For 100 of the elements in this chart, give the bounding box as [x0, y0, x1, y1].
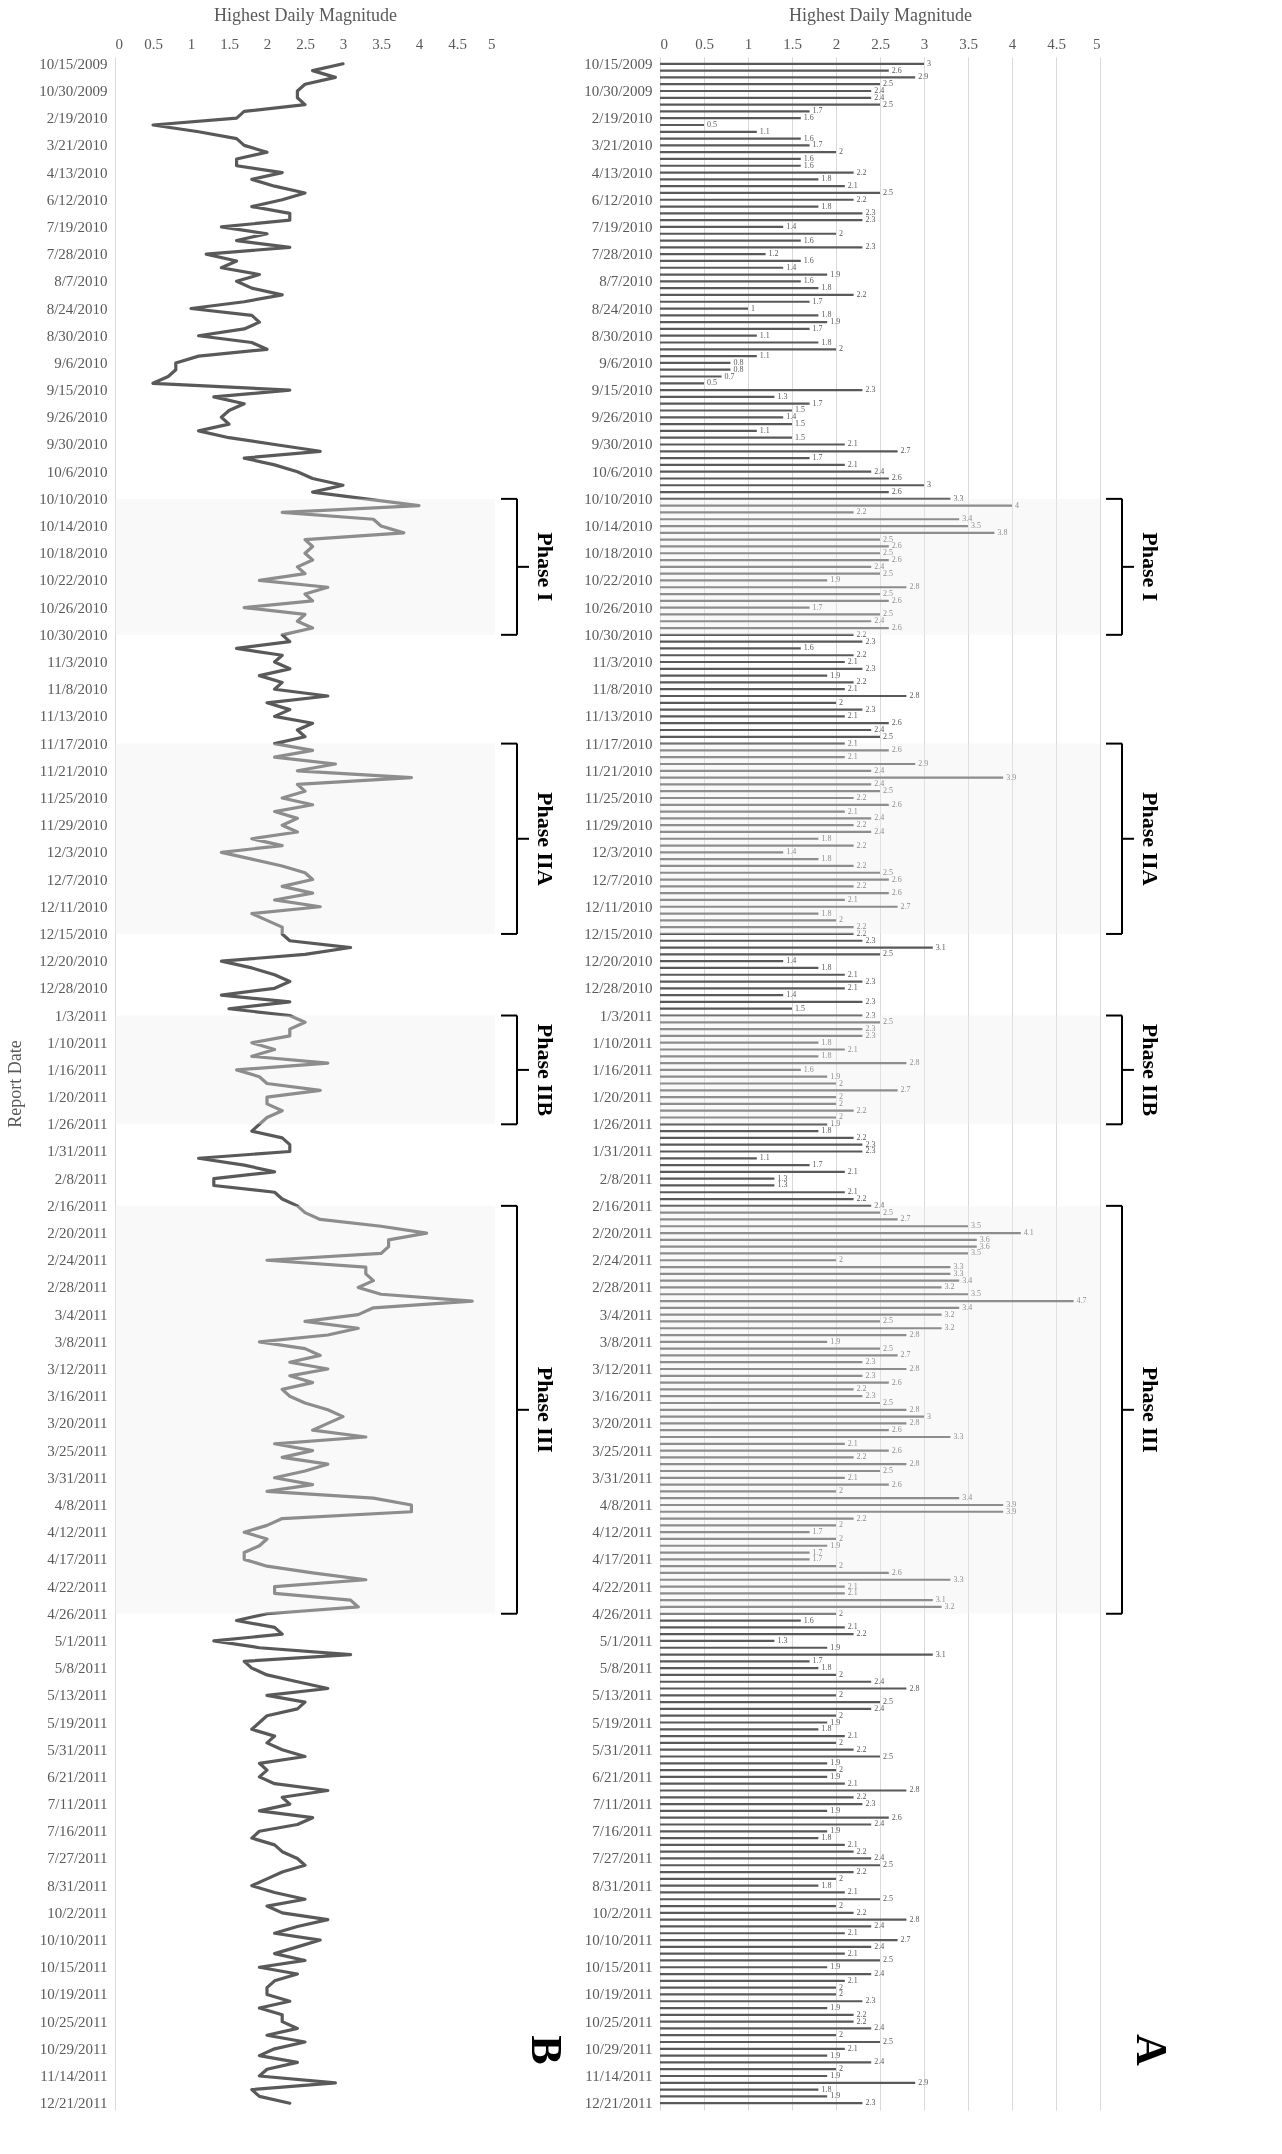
bar — [660, 2040, 880, 2044]
data-label: 2.8 — [909, 1914, 920, 1924]
data-label: 2.3 — [865, 1146, 876, 1156]
data-label: 2.6 — [891, 473, 902, 483]
bar — [660, 1619, 801, 1622]
bar — [660, 1633, 854, 1636]
data-label: 2.2 — [856, 1907, 867, 1917]
y-tick-label: 11/8/2010 — [47, 681, 108, 698]
y-tick-label: 1/16/2011 — [47, 1061, 108, 1078]
y-tick-label: 10/29/2011 — [584, 2040, 653, 2057]
data-label: 2.4 — [874, 1969, 885, 1979]
bar — [660, 416, 784, 419]
bar — [660, 640, 863, 643]
bar — [660, 1857, 872, 1860]
data-label: 1.4 — [786, 956, 797, 966]
data-label: 1.9 — [830, 1962, 841, 1972]
bar — [660, 490, 889, 494]
bar — [660, 1456, 854, 1459]
data-label: 2.4 — [874, 561, 885, 571]
data-label: 1.4 — [786, 262, 797, 272]
bar — [660, 1667, 819, 1670]
data-label: 2.1 — [847, 657, 858, 667]
y-tick-label: 10/14/2010 — [39, 518, 108, 535]
y-tick-label: 4/8/2011 — [54, 1496, 108, 1513]
data-label: 1.8 — [821, 1880, 832, 1890]
y-tick-label: 11/13/2010 — [39, 708, 108, 725]
bar — [660, 368, 731, 371]
y-tick-label: 8/7/2010 — [599, 273, 653, 290]
data-label: 1.7 — [812, 1554, 823, 1564]
y-tick-label: 1/10/2011 — [592, 1034, 653, 1051]
bar — [660, 898, 845, 902]
data-label: 1.7 — [812, 1547, 823, 1557]
data-label: 2.1 — [847, 969, 858, 979]
bar — [660, 803, 889, 806]
bar — [660, 2102, 863, 2105]
data-label: 2.3 — [865, 935, 876, 945]
data-label: 2.1 — [847, 1588, 858, 1598]
data-label: 2.1 — [847, 1622, 858, 1632]
bar — [660, 219, 863, 222]
y-tick-label: 4/12/2011 — [592, 1524, 653, 1541]
bar — [660, 1177, 775, 1180]
data-label: 2.1 — [847, 1887, 858, 1897]
data-label: 2.5 — [883, 609, 893, 619]
bar — [660, 1429, 889, 1432]
data-label: 2.2 — [856, 1513, 867, 1523]
data-label: 1.5 — [795, 432, 805, 442]
data-label: 1.8 — [821, 174, 832, 184]
bar — [660, 1809, 828, 1812]
y-tick-label: 10/26/2010 — [39, 599, 108, 616]
y-tick-label: 10/14/2010 — [584, 518, 653, 535]
y-tick-label: 6/21/2011 — [47, 1768, 108, 1785]
bar — [660, 144, 810, 147]
bar — [660, 123, 704, 127]
data-label: 2 — [839, 1533, 843, 1543]
y-tick-label: 10/6/2010 — [46, 463, 108, 480]
y-tick-label: 7/19/2010 — [591, 218, 653, 235]
data-label: 2.2 — [856, 820, 867, 830]
data-label: 1.8 — [821, 854, 832, 864]
bar — [660, 1123, 828, 1126]
data-label: 2.3 — [865, 663, 876, 673]
bar — [660, 1735, 845, 1738]
bar — [660, 606, 810, 609]
bar — [660, 287, 819, 290]
bar — [660, 1769, 836, 1772]
bar — [660, 191, 880, 195]
data-label: 2.5 — [883, 2037, 893, 2047]
y-tick-label: 1/26/2011 — [592, 1116, 653, 1133]
bar — [660, 667, 863, 670]
y-tick-label: 2/8/2011 — [599, 1170, 653, 1187]
data-label: 2.2 — [856, 1744, 867, 1754]
y-tick-label: 5/8/2011 — [599, 1660, 653, 1677]
data-label: 1.6 — [803, 276, 814, 286]
bar — [660, 1721, 828, 1724]
bar — [660, 1639, 775, 1643]
bar — [660, 1653, 933, 1656]
bar — [660, 164, 801, 167]
data-label: 3.3 — [953, 1432, 964, 1441]
bar — [660, 1694, 836, 1697]
data-label: 2 — [839, 697, 843, 707]
data-label: 3.2 — [944, 1601, 955, 1611]
bar — [660, 1959, 880, 1962]
y-tick-label: 2/19/2010 — [46, 110, 108, 127]
bar — [660, 178, 819, 181]
data-label: 2 — [839, 1710, 843, 1720]
bar — [660, 436, 792, 439]
band-label: Phase IIA — [1138, 792, 1163, 886]
data-label: 2.2 — [856, 677, 867, 687]
bar — [660, 1211, 880, 1214]
y-tick-label: 4/17/2011 — [592, 1551, 653, 1568]
data-label: 2.3 — [865, 1357, 876, 1367]
bar — [660, 1442, 845, 1445]
bar — [660, 1225, 968, 1228]
data-label: 2 — [839, 1561, 843, 1571]
y-tick-label: 9/15/2010 — [46, 382, 108, 399]
y-tick-label: 10/19/2011 — [39, 1986, 108, 2003]
data-label: 2.6 — [891, 1377, 902, 1387]
bar — [660, 1551, 810, 1554]
bar — [660, 1592, 845, 1595]
data-label: 1.7 — [812, 323, 823, 333]
bar — [660, 239, 801, 242]
